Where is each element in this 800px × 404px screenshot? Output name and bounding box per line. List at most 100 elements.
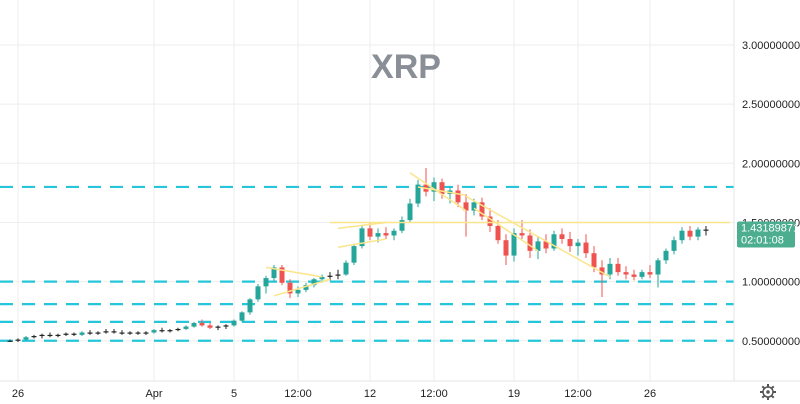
candle-body bbox=[23, 337, 29, 340]
x-tick-label: 12:00 bbox=[284, 388, 312, 400]
candle-body bbox=[167, 330, 173, 332]
candle-body bbox=[487, 216, 493, 226]
candle-body bbox=[31, 336, 37, 338]
candle-body bbox=[471, 202, 477, 211]
horizontal-levels bbox=[0, 185, 734, 342]
candle-body bbox=[63, 333, 69, 335]
candle-body bbox=[463, 202, 469, 211]
candle-body bbox=[47, 334, 53, 337]
x-tick-label: 12:00 bbox=[420, 388, 448, 400]
candle-body bbox=[71, 333, 77, 335]
candle-body bbox=[271, 267, 277, 279]
y-tick-label: 3.00000000 bbox=[742, 40, 800, 52]
y-tick-label: 2.50000000 bbox=[742, 99, 800, 111]
candle-body bbox=[431, 182, 437, 192]
candle-body bbox=[503, 240, 509, 256]
candle-body bbox=[375, 233, 381, 237]
candle-body bbox=[191, 323, 197, 327]
candle-body bbox=[383, 233, 389, 236]
chart-grid bbox=[0, 0, 734, 381]
candle-body bbox=[511, 233, 517, 256]
candle-body bbox=[399, 220, 405, 231]
trendline bbox=[337, 221, 387, 230]
candle-body bbox=[623, 272, 629, 275]
candle-body bbox=[551, 234, 557, 249]
trendline bbox=[465, 195, 611, 278]
chart-title: XRP bbox=[371, 48, 441, 86]
trendline bbox=[265, 266, 323, 278]
candle-body bbox=[703, 229, 709, 231]
candle-body bbox=[183, 326, 189, 329]
candle-body bbox=[279, 267, 285, 283]
candle-body bbox=[607, 263, 613, 275]
x-tick-label: Apr bbox=[145, 388, 162, 400]
candle-body bbox=[599, 267, 605, 275]
candle-body bbox=[559, 234, 565, 240]
candle-body bbox=[111, 331, 117, 333]
x-tick-label: 5 bbox=[231, 388, 237, 400]
candle-body bbox=[263, 278, 269, 287]
candle-body bbox=[143, 332, 149, 334]
x-tick-label: 19 bbox=[508, 388, 520, 400]
candle-body bbox=[255, 286, 261, 300]
trendline bbox=[473, 207, 539, 252]
candle-body bbox=[127, 332, 133, 334]
candle-body bbox=[287, 282, 293, 294]
candlestick-series bbox=[7, 168, 709, 342]
candle-body bbox=[231, 320, 237, 326]
candle-body bbox=[207, 325, 213, 328]
candle-body bbox=[575, 242, 581, 247]
current-price-tag: 1.43189871 02:01:08 bbox=[737, 221, 799, 248]
candle-body bbox=[103, 331, 109, 333]
candle-body bbox=[615, 263, 621, 273]
settings-gear-icon[interactable] bbox=[760, 384, 776, 400]
trendline bbox=[337, 238, 387, 249]
candle-body bbox=[7, 340, 13, 342]
candle-body bbox=[175, 328, 181, 331]
candle-body bbox=[135, 332, 141, 334]
time-axis[interactable]: 26 Apr 5 12:00 12 12:00 19 12:00 26 bbox=[12, 388, 656, 400]
candle-body bbox=[119, 332, 125, 334]
candle-body bbox=[591, 253, 597, 268]
candle-body bbox=[335, 274, 341, 276]
candle-body bbox=[655, 260, 661, 275]
candle-body bbox=[583, 242, 589, 254]
candle-body bbox=[359, 228, 365, 247]
candle-body bbox=[151, 330, 157, 333]
candle-body bbox=[687, 230, 693, 237]
candle-body bbox=[215, 326, 221, 328]
candle-body bbox=[79, 332, 85, 335]
candle-body bbox=[671, 240, 677, 251]
candle-body bbox=[631, 274, 637, 277]
candle-body bbox=[647, 272, 653, 275]
y-tick-label: 1.00000000 bbox=[742, 277, 800, 289]
bar-countdown: 02:01:08 bbox=[741, 235, 784, 247]
candle-body bbox=[567, 239, 573, 247]
candle-body bbox=[415, 184, 421, 204]
candle-body bbox=[319, 276, 325, 280]
candle-body bbox=[95, 332, 101, 334]
candle-body bbox=[695, 229, 701, 237]
candle-body bbox=[519, 233, 525, 236]
candle-body bbox=[351, 246, 357, 263]
candle-body bbox=[327, 275, 333, 277]
candle-body bbox=[535, 241, 541, 251]
candle-body bbox=[303, 285, 309, 290]
y-tick-label: 0.50000000 bbox=[742, 336, 800, 348]
candle-body bbox=[55, 334, 61, 337]
candle-body bbox=[239, 312, 245, 321]
candle-body bbox=[295, 289, 301, 294]
candle-body bbox=[527, 235, 533, 251]
candle-body bbox=[663, 250, 669, 261]
trendline bbox=[409, 172, 467, 212]
candle-body bbox=[311, 279, 317, 286]
candle-body bbox=[439, 182, 445, 195]
y-tick-label: 2.00000000 bbox=[742, 158, 800, 170]
trendline-drawings bbox=[265, 172, 730, 297]
x-tick-label: 12:00 bbox=[564, 388, 592, 400]
candle-body bbox=[495, 225, 501, 241]
x-tick-label: 12 bbox=[364, 388, 376, 400]
candle-body bbox=[543, 241, 549, 249]
candle-body bbox=[247, 299, 253, 313]
